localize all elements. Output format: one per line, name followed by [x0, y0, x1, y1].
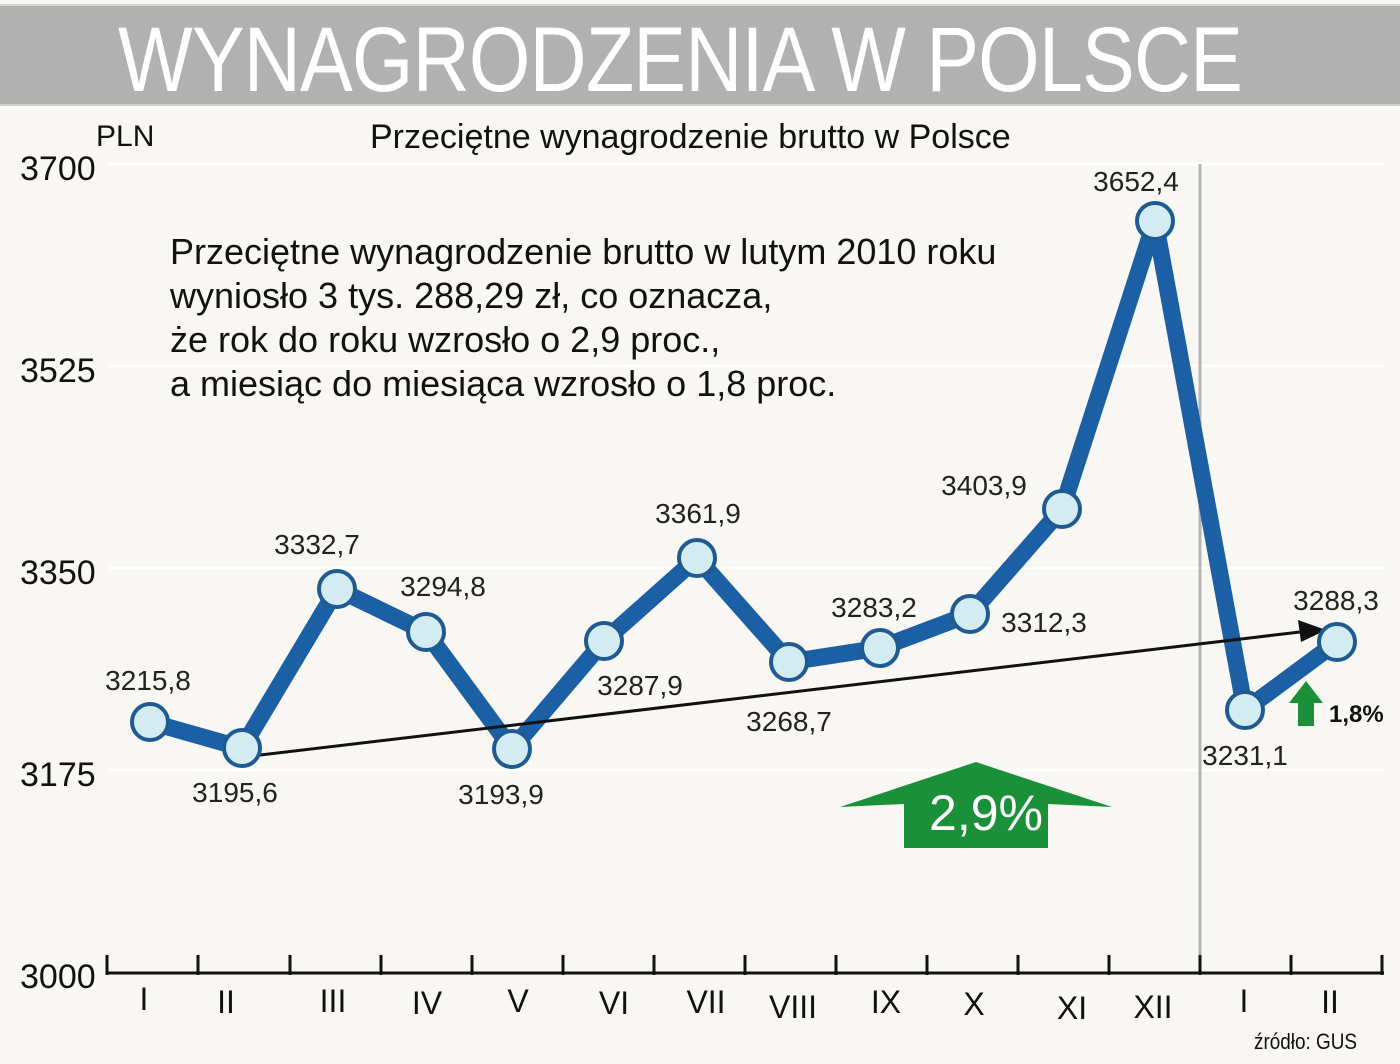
summary-note: Przeciętne wynagrodzenie brutto w lutym …: [170, 230, 996, 406]
x-tick-label: XI: [1057, 990, 1087, 1026]
data-label: 3361,9: [655, 498, 741, 529]
data-label: 3652,4: [1093, 166, 1179, 197]
banner: WYNAGRODZENIA W POLSCE: [0, 4, 1400, 111]
data-label: 3403,9: [941, 470, 1027, 501]
data-markers: [130, 201, 1357, 769]
x-tick-label: V: [507, 983, 529, 1019]
trend-arrow: [251, 620, 1326, 758]
data-label: 3332,7: [274, 529, 360, 560]
y-tick-3350: 3350: [20, 554, 96, 592]
data-point: [1317, 622, 1357, 662]
yoy-growth-label: 2,9%: [929, 785, 1043, 841]
x-tick-label: VIII: [769, 989, 817, 1025]
data-point: [584, 621, 624, 661]
data-label: 3283,2: [831, 592, 917, 623]
data-label: 3312,3: [1001, 607, 1087, 638]
data-point: [492, 729, 532, 769]
x-axis: [105, 955, 1384, 975]
data-point: [130, 702, 170, 742]
data-point: [950, 594, 990, 634]
x-tick-label: VI: [599, 985, 629, 1021]
data-label: 3195,6: [192, 777, 278, 808]
data-label: 3215,8: [105, 665, 191, 696]
gridlines: [108, 162, 1385, 772]
data-label: 3294,8: [400, 571, 486, 602]
up-arrow-icon: [1289, 681, 1323, 726]
mom-growth-label: 1,8%: [1329, 701, 1384, 728]
data-label: 3268,7: [746, 706, 832, 737]
y-tick-3525: 3525: [20, 352, 96, 390]
x-tick-label: IV: [412, 985, 443, 1021]
note-line: że rok do roku wzrosło o 2,9 proc.,: [170, 319, 721, 360]
x-tick-label: XII: [1133, 989, 1172, 1025]
data-point: [860, 628, 900, 668]
data-point: [1135, 201, 1175, 241]
x-tick-labels: I II III IV V VI VII VIII IX X XI XII I …: [140, 981, 1339, 1026]
data-label: 3231,1: [1202, 740, 1288, 771]
y-tick-3000: 3000: [20, 958, 96, 996]
x-tick-label: IX: [871, 984, 901, 1020]
source-label: źródło: GUS: [1254, 1030, 1357, 1055]
data-label: 3287,9: [597, 670, 683, 701]
data-label: 3193,9: [458, 779, 544, 810]
banner-title: WYNAGRODZENIA W POLSCE: [118, 9, 1243, 111]
data-point: [222, 728, 262, 768]
note-line: wyniosło 3 tys. 288,29 zł, co oznacza,: [170, 275, 773, 316]
data-point: [677, 538, 717, 578]
mom-growth-badge: 1,8%: [1289, 681, 1384, 728]
y-axis-unit: PLN: [96, 120, 154, 153]
y-tick-3175: 3175: [20, 756, 96, 794]
yoy-growth-badge: 2,9%: [840, 762, 1112, 848]
x-tick-label: I: [1240, 983, 1249, 1019]
data-labels: 3215,8 3195,6 3332,7 3294,8 3193,9 3287,…: [105, 166, 1379, 810]
x-tick-label: II: [217, 984, 235, 1020]
data-point: [1225, 690, 1265, 730]
x-tick-label: I: [140, 981, 149, 1017]
note-line: Przeciętne wynagrodzenie brutto w lutym …: [170, 231, 997, 272]
chart-title: Przeciętne wynagrodzenie brutto w Polsce: [370, 118, 1011, 156]
y-tick-3700: 3700: [20, 150, 96, 188]
data-point: [1042, 489, 1082, 529]
x-tick-label: X: [963, 986, 984, 1022]
note-line: a miesiąc do miesiąca wzrosło o 1,8 proc…: [170, 363, 837, 404]
data-point: [406, 612, 446, 652]
data-point: [769, 642, 809, 682]
data-point: [317, 569, 357, 609]
data-label: 3288,3: [1293, 585, 1379, 616]
x-tick-label: III: [320, 983, 347, 1019]
x-tick-label: II: [1321, 984, 1339, 1020]
x-tick-label: VII: [686, 984, 725, 1020]
up-arrow-icon: [840, 762, 1112, 848]
